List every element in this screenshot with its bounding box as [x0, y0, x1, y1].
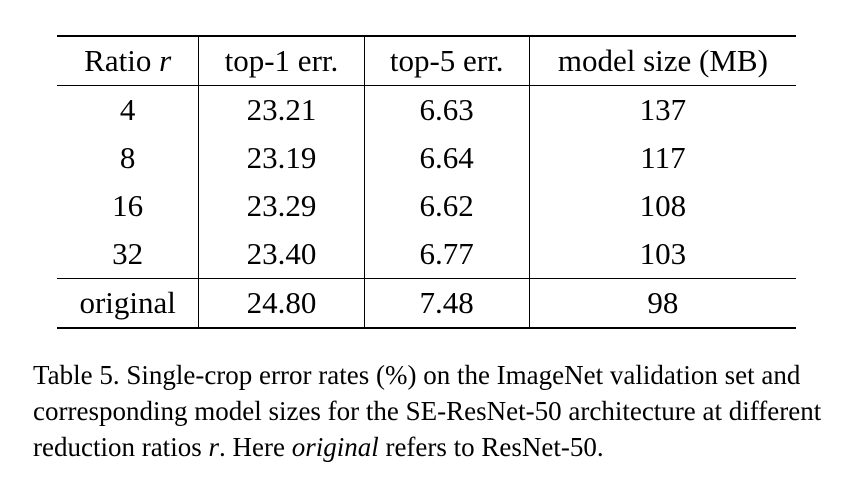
table-row: 32 23.40 6.77 103 [57, 230, 796, 279]
cell-top1: 23.19 [198, 134, 365, 182]
cell-size: 137 [639, 92, 687, 127]
header-ratio-label: Ratio [84, 43, 160, 78]
caption-text-1: Table 5. Single-crop error rates (%) on … [33, 360, 828, 462]
cell-top1: 23.29 [198, 182, 365, 230]
cell-top1: 24.80 [198, 278, 365, 329]
caption-text-2: . Here [218, 432, 292, 462]
cell-ratio: 32 [57, 230, 200, 279]
caption-variable: r [208, 432, 219, 462]
cell-top5: 7.48 [364, 278, 530, 329]
table-caption: Table 5. Single-crop error rates (%) on … [33, 357, 833, 465]
header-ratio-variable: r [159, 43, 172, 78]
cell-size: 103 [639, 236, 687, 271]
cell-top5: 6.64 [364, 134, 530, 182]
cell-ratio: 4 [57, 85, 200, 134]
cell-top5: 6.63 [364, 85, 530, 134]
header-top5: top-5 err. [364, 35, 530, 86]
header-model-size: model size (MB) [529, 35, 796, 86]
caption-emphasis: original [291, 432, 379, 462]
cell-top5: 6.77 [364, 230, 530, 279]
table-row-original: original 24.80 7.48 98 [57, 278, 796, 329]
cell-top1: 23.21 [198, 85, 365, 134]
results-table: Ratio r top-1 err. top-5 err. model size… [57, 35, 796, 329]
table-row: 8 23.19 6.64 117 [57, 134, 796, 182]
header-ratio: Ratio r [57, 35, 200, 86]
cell-top5: 6.62 [364, 182, 530, 230]
table-row: 4 23.21 6.63 137 [57, 85, 796, 134]
cell-size: 117 [640, 140, 686, 175]
cell-ratio: 16 [57, 182, 200, 230]
cell-ratio: original [57, 278, 200, 329]
results-table-container: Ratio r top-1 err. top-5 err. model size… [57, 35, 796, 329]
caption-text-3: refers to ResNet-50. [378, 432, 604, 462]
header-top1: top-1 err. [198, 35, 365, 86]
table-row: 16 23.29 6.62 108 [57, 182, 796, 230]
cell-size: 98 [529, 278, 796, 329]
cell-top1: 23.40 [198, 230, 365, 279]
cell-ratio: 8 [57, 134, 200, 182]
table-header-row: Ratio r top-1 err. top-5 err. model size… [57, 35, 796, 86]
cell-size: 108 [639, 188, 687, 223]
